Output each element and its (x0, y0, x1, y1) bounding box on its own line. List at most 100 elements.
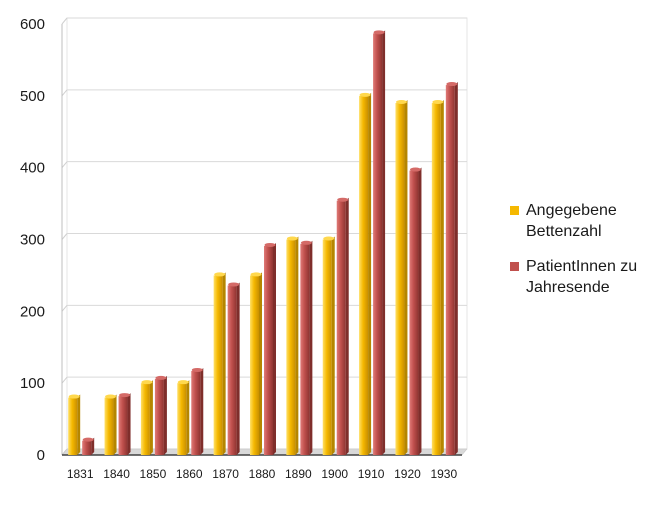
bar-top (82, 437, 94, 442)
x-tick-labels: 1831 1840 1850 1860 1870 1880 1890 1900 1910 1920… (67, 467, 458, 481)
bar-top (177, 380, 189, 385)
bar-top (141, 380, 153, 385)
y-tick-label: 300 (20, 232, 45, 249)
bar-beds (250, 275, 259, 455)
bar-patients (118, 396, 128, 455)
legend-item-patients: PatientInnen zu Jahresende (510, 256, 660, 298)
bar-top (337, 197, 349, 202)
bar-top (250, 272, 262, 277)
bar-side (295, 236, 299, 455)
bar-side (163, 375, 167, 455)
y-tick-labels: 0 100 200 300 400 500 600 (20, 16, 45, 464)
bar-side (113, 394, 117, 455)
bar-top (373, 30, 385, 35)
bar-beds (431, 103, 441, 456)
legend-swatch-patients (510, 262, 519, 271)
gridline-depth (61, 376, 68, 384)
gridline-depth (61, 17, 68, 25)
gridline-depth (61, 233, 68, 240)
bar-top (395, 100, 407, 105)
legend-label-patients: PatientInnen zu Jahresende (526, 258, 638, 296)
y-tick-label: 600 (20, 16, 45, 33)
bar-top (409, 167, 421, 172)
bar-top (191, 367, 203, 372)
bar-side (331, 236, 335, 455)
bar-top (155, 375, 167, 380)
bar-top (264, 242, 276, 247)
bar-top (432, 100, 444, 105)
bar-patients (445, 85, 455, 455)
bar-beds (395, 103, 405, 456)
bar-beds (213, 275, 223, 455)
bar-side (382, 30, 386, 456)
y-tick-label: 0 (37, 447, 45, 464)
bar-top (228, 282, 240, 287)
y-tick-label: 400 (20, 160, 45, 177)
bar-side (77, 394, 81, 455)
x-tick-label: 1860 (176, 467, 203, 481)
bar-beds (286, 239, 296, 455)
bar-side (418, 167, 422, 456)
bar-beds (140, 383, 150, 455)
x-tick-label: 1930 (430, 467, 457, 481)
gridline-depth (61, 89, 68, 97)
x-tick-label: 1831 (67, 467, 94, 481)
x-tick-label: 1910 (358, 467, 385, 481)
x-tick-label: 1920 (394, 467, 421, 481)
bar-patients (227, 285, 237, 455)
bar-patients (336, 200, 346, 455)
gridline-depth (61, 305, 68, 312)
legend: Angegebene Bettenzahl PatientInnen zu Ja… (510, 200, 660, 312)
bar-top (323, 236, 335, 241)
bar-side (454, 82, 458, 455)
bar-patients (191, 370, 201, 455)
bar-side (368, 92, 372, 455)
y-tick-label: 500 (20, 88, 45, 105)
x-tick-label: 1880 (249, 467, 276, 481)
bar-side (259, 272, 262, 455)
bar-side (149, 380, 153, 455)
x-tick-label: 1870 (212, 467, 239, 481)
bar-side (186, 380, 190, 455)
bar-beds (68, 397, 78, 455)
bar-side (127, 393, 131, 455)
bar-beds (322, 239, 332, 455)
bar-side (440, 100, 444, 456)
bar-beds (104, 397, 114, 455)
bar-patients (373, 33, 383, 456)
legend-swatch-beds (510, 206, 519, 215)
bar-side (200, 367, 204, 455)
x-tick-label: 1850 (140, 467, 167, 481)
x-tick-label: 1890 (285, 467, 312, 481)
bars (68, 30, 458, 456)
bar-top (446, 82, 458, 87)
bar-patients (154, 378, 164, 455)
bar-top (68, 394, 80, 399)
legend-label-beds: Angegebene Bettenzahl (526, 202, 617, 240)
bar-side (222, 272, 226, 455)
bar-top (119, 393, 131, 398)
bar-patients (82, 440, 92, 455)
gridline-depth (61, 161, 68, 168)
bar-top (300, 240, 312, 245)
bar-patients (409, 170, 419, 456)
bar-side (404, 100, 408, 456)
y-tick-label: 100 (20, 375, 45, 392)
bar-side (345, 197, 349, 455)
bar-top (214, 272, 226, 277)
x-tick-label: 1900 (321, 467, 348, 481)
bar-side (236, 282, 240, 455)
bar-top (105, 394, 117, 399)
legend-item-beds: Angegebene Bettenzahl (510, 200, 660, 242)
bar-side (273, 242, 276, 455)
bar-side (309, 240, 313, 455)
bar-top (359, 92, 371, 97)
bar-patients (264, 245, 273, 455)
x-tick-label: 1840 (103, 467, 130, 481)
bar-top (286, 236, 298, 241)
bar-side (91, 437, 95, 455)
bar-patients (300, 243, 310, 455)
bar-beds (177, 383, 187, 455)
bar-beds (359, 95, 369, 455)
